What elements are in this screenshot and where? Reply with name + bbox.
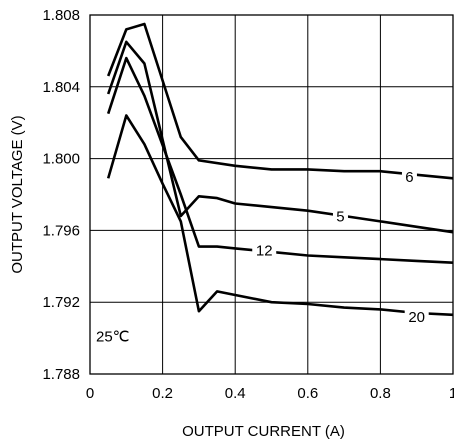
tick-labels: 0 0.2 0.4 0.6 0.8 1 1.788 1.792 1.796 1.800 1.804 1… <box>42 7 454 402</box>
series-label-5: 5 <box>336 209 344 226</box>
y-tick-label: 1.796 <box>42 222 80 239</box>
x-tick-label: 0.6 <box>297 385 318 402</box>
y-tick-label: 1.788 <box>42 366 80 383</box>
series-line-5 <box>106 40 454 234</box>
series-label-6: 6 <box>405 169 413 186</box>
series-label-12: 12 <box>256 243 273 260</box>
series-label-20: 20 <box>408 309 425 326</box>
y-axis-title: OUTPUT VOLTAGE (V) <box>9 115 26 273</box>
y-tick-label: 1.800 <box>42 151 80 168</box>
series-line-20 <box>106 114 454 317</box>
series-line-12 <box>106 56 454 264</box>
series-lines <box>106 22 454 317</box>
x-tick-label: 0.4 <box>225 385 246 402</box>
series-labels: 6 5 12 20 <box>252 167 429 326</box>
y-tick-label: 1.808 <box>42 7 80 24</box>
temperature-annotation: 25℃ <box>96 329 130 346</box>
y-tick-label: 1.792 <box>42 294 80 311</box>
x-tick-label: 0.8 <box>370 385 391 402</box>
series-line-6 <box>106 22 454 180</box>
plot-frame <box>89 14 454 375</box>
x-tick-label: 1 <box>449 385 454 402</box>
series-label-bg <box>332 207 348 226</box>
x-tick-label: 0.2 <box>152 385 173 402</box>
series-label-bg <box>252 241 277 260</box>
y-tick-label: 1.804 <box>42 79 80 96</box>
series-label-bg <box>404 307 429 326</box>
x-tick-label: 0 <box>86 385 94 402</box>
x-axis-title: OUTPUT CURRENT (A) <box>182 423 345 440</box>
series-label-bg <box>401 167 417 186</box>
